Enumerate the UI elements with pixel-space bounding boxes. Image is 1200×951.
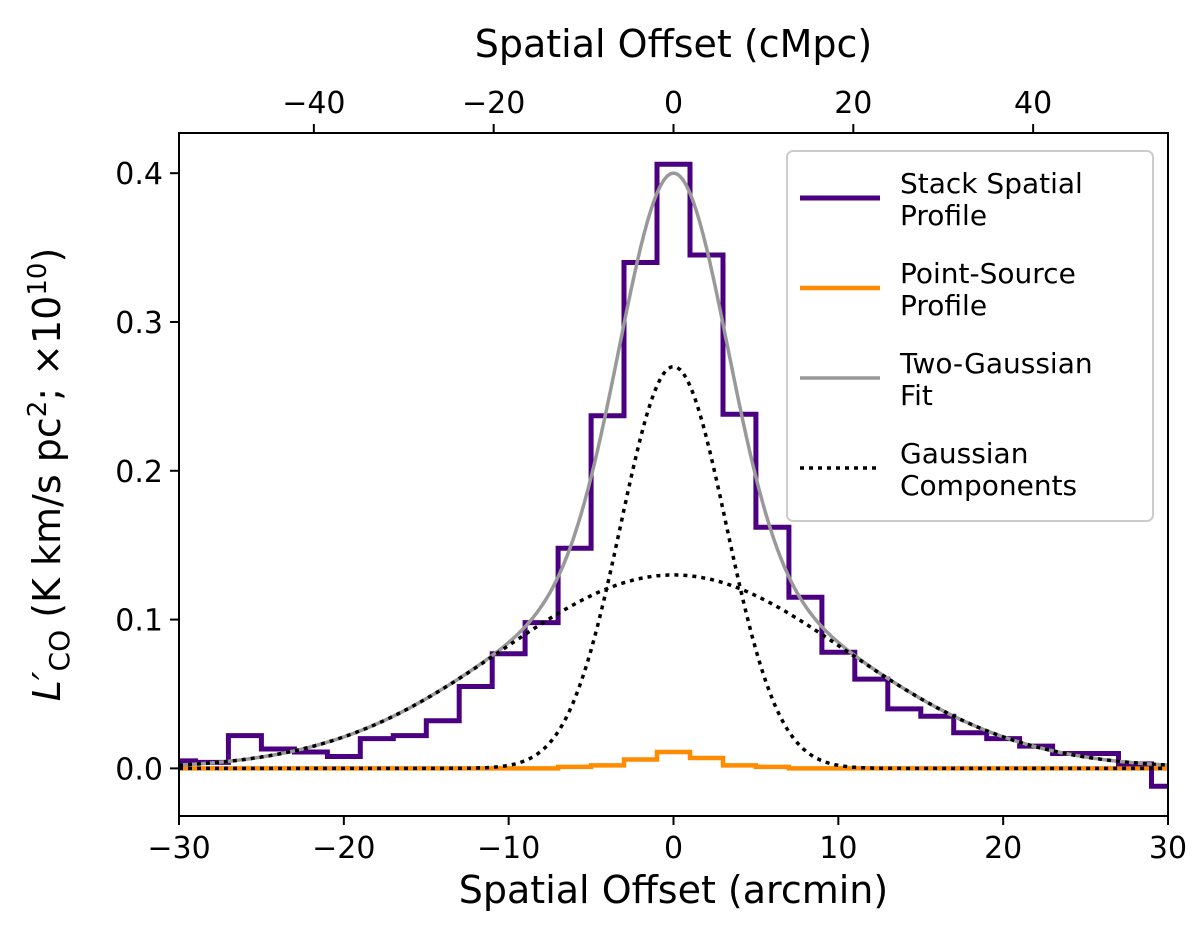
legend-label: Point-Source — [900, 257, 1076, 290]
x-axis-label: Spatial Offset (arcmin) — [459, 868, 888, 912]
legend-label: Profile — [900, 199, 987, 232]
top-x-axis-label: Spatial Offset (cMpc) — [475, 22, 873, 66]
y-label-rest: (K km/s pc — [25, 417, 69, 630]
y-axis-label: L′CO (K km/s pc2; ×1010) — [23, 248, 76, 702]
x-tick-label: 10 — [819, 831, 857, 866]
y-tick-label: 0.4 — [115, 157, 163, 192]
y-tick-label: 0.0 — [115, 752, 163, 787]
y-tick-label: 0.1 — [115, 604, 163, 639]
top-x-tick-label: 40 — [1014, 86, 1052, 121]
stack-spatial-profile-line — [179, 161, 1168, 789]
x-tick-label: 20 — [984, 831, 1022, 866]
x-tick-label: −10 — [477, 831, 540, 866]
top-x-tick-label: 0 — [664, 86, 683, 121]
gaussian-component-line-2 — [179, 573, 1168, 767]
y-label-sup2: 10 — [23, 263, 53, 296]
y-label-sub: CO — [43, 630, 76, 672]
legend-label: Gaussian — [900, 437, 1028, 470]
legend-box — [786, 150, 1154, 522]
y-label-main: L′ — [25, 671, 69, 701]
y-tick-label: 0.3 — [115, 306, 163, 341]
y-tick-label: 0.2 — [115, 455, 163, 490]
ticks: −30 −20 −10 0 10 20 30 −40 −20 0 20 40 0.0 0.1 0.2 0.3 0… — [115, 86, 1187, 866]
top-x-tick-label: −20 — [462, 86, 525, 121]
x-tick-label: −20 — [312, 831, 375, 866]
x-tick-label: 30 — [1149, 831, 1187, 866]
gaussian-component-line-1 — [179, 364, 1168, 771]
x-tick-label: 0 — [664, 831, 683, 866]
legend-label: Fit — [900, 379, 933, 412]
top-x-tick-label: 20 — [834, 86, 872, 121]
legend-label: Components — [900, 469, 1077, 502]
legend-label: Profile — [900, 289, 987, 322]
plot-area — [179, 161, 1168, 789]
y-label-end: ) — [25, 248, 69, 263]
x-tick-label: −30 — [147, 831, 210, 866]
legend-label: Stack Spatial — [900, 167, 1083, 200]
y-label-sup1: 2 — [23, 401, 53, 418]
top-x-tick-label: −40 — [282, 86, 345, 121]
legend: Stack SpatialProfilePoint-SourceProfileT… — [786, 150, 1154, 522]
y-label-rest2: ; ×10 — [25, 296, 69, 401]
legend-label: Two-Gaussian — [899, 347, 1093, 380]
